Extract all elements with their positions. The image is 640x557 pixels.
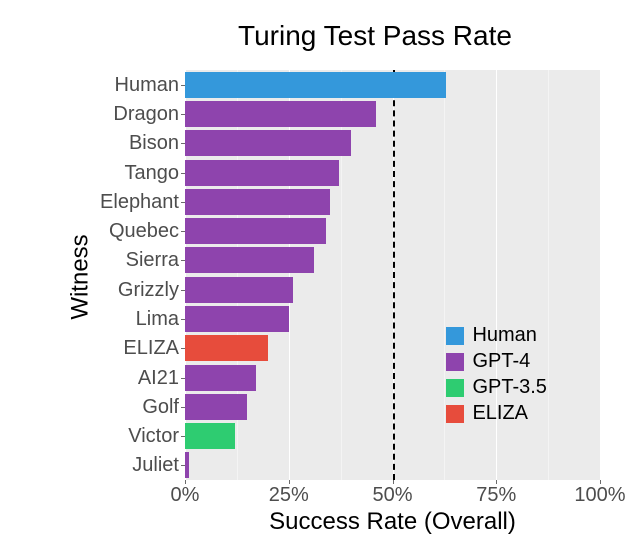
reference-line-50: [393, 70, 395, 480]
y-tick-label: Human: [115, 72, 179, 98]
bar-dragon: [185, 101, 376, 127]
y-tickmark: [181, 260, 185, 261]
y-tick-label: Lima: [136, 306, 179, 332]
y-tickmark: [181, 348, 185, 349]
bar-lima: [185, 306, 289, 332]
y-tick-label: Victor: [128, 423, 179, 449]
bar-ai21: [185, 365, 256, 391]
y-tickmark: [181, 436, 185, 437]
legend-label: ELIZA: [472, 402, 528, 425]
y-tickmark: [181, 319, 185, 320]
y-tickmark: [181, 231, 185, 232]
legend-label: GPT-3.5: [472, 376, 546, 399]
y-tick-label: Juliet: [132, 452, 179, 478]
x-tick-label: 100%: [574, 484, 625, 507]
legend-item: Human: [446, 324, 546, 347]
chart-title: Turing Test Pass Rate: [130, 20, 620, 52]
bar-grizzly: [185, 277, 293, 303]
legend-item: ELIZA: [446, 402, 546, 425]
x-axis-title: Success Rate (Overall): [269, 508, 516, 536]
y-axis-title: Witness: [67, 234, 95, 319]
legend-label: Human: [472, 324, 536, 347]
legend-swatch: [446, 405, 464, 423]
bar-elephant: [185, 189, 330, 215]
y-tickmark: [181, 378, 185, 379]
y-tickmark: [181, 173, 185, 174]
bar-human: [185, 72, 446, 98]
legend-swatch: [446, 327, 464, 345]
x-tick-label: 75%: [476, 484, 516, 507]
y-tick-label: Golf: [142, 394, 179, 420]
y-tick-label: Quebec: [109, 218, 179, 244]
legend-item: GPT-4: [446, 350, 546, 373]
gridline-v-minor: [548, 70, 549, 480]
legend-swatch: [446, 379, 464, 397]
plot-area: 0%25%50%75%100%HumanDragonBisonTangoElep…: [185, 70, 600, 480]
y-tickmark: [181, 114, 185, 115]
legend-label: GPT-4: [472, 350, 530, 373]
gridline-v-minor: [444, 70, 445, 480]
legend-item: GPT-3.5: [446, 376, 546, 399]
bar-tango: [185, 160, 339, 186]
y-tick-label: Dragon: [113, 101, 179, 127]
y-tick-label: Tango: [125, 160, 180, 186]
y-tick-label: ELIZA: [123, 335, 179, 361]
y-tick-label: Grizzly: [118, 277, 179, 303]
bar-bison: [185, 130, 351, 156]
y-tick-label: Sierra: [126, 247, 179, 273]
bar-eliza: [185, 335, 268, 361]
legend-swatch: [446, 353, 464, 371]
y-tickmark: [181, 465, 185, 466]
y-tick-label: AI21: [138, 365, 179, 391]
y-tickmark: [181, 202, 185, 203]
y-tickmark: [181, 407, 185, 408]
bar-sierra: [185, 247, 314, 273]
bar-victor: [185, 423, 235, 449]
y-tick-label: Bison: [129, 130, 179, 156]
y-tickmark: [181, 290, 185, 291]
x-tick-label: 0%: [171, 484, 200, 507]
x-tick-label: 25%: [269, 484, 309, 507]
y-tick-label: Elephant: [100, 189, 179, 215]
y-tickmark: [181, 143, 185, 144]
legend: Human GPT-4 GPT-3.5 ELIZA: [446, 324, 546, 428]
y-tickmark: [181, 85, 185, 86]
x-tick-label: 50%: [372, 484, 412, 507]
bar-golf: [185, 394, 247, 420]
chart-container: Turing Test Pass Rate 0%25%50%75%100%Hum…: [30, 20, 620, 540]
bar-juliet: [185, 452, 189, 478]
bar-quebec: [185, 218, 326, 244]
gridline-v: [600, 70, 601, 480]
